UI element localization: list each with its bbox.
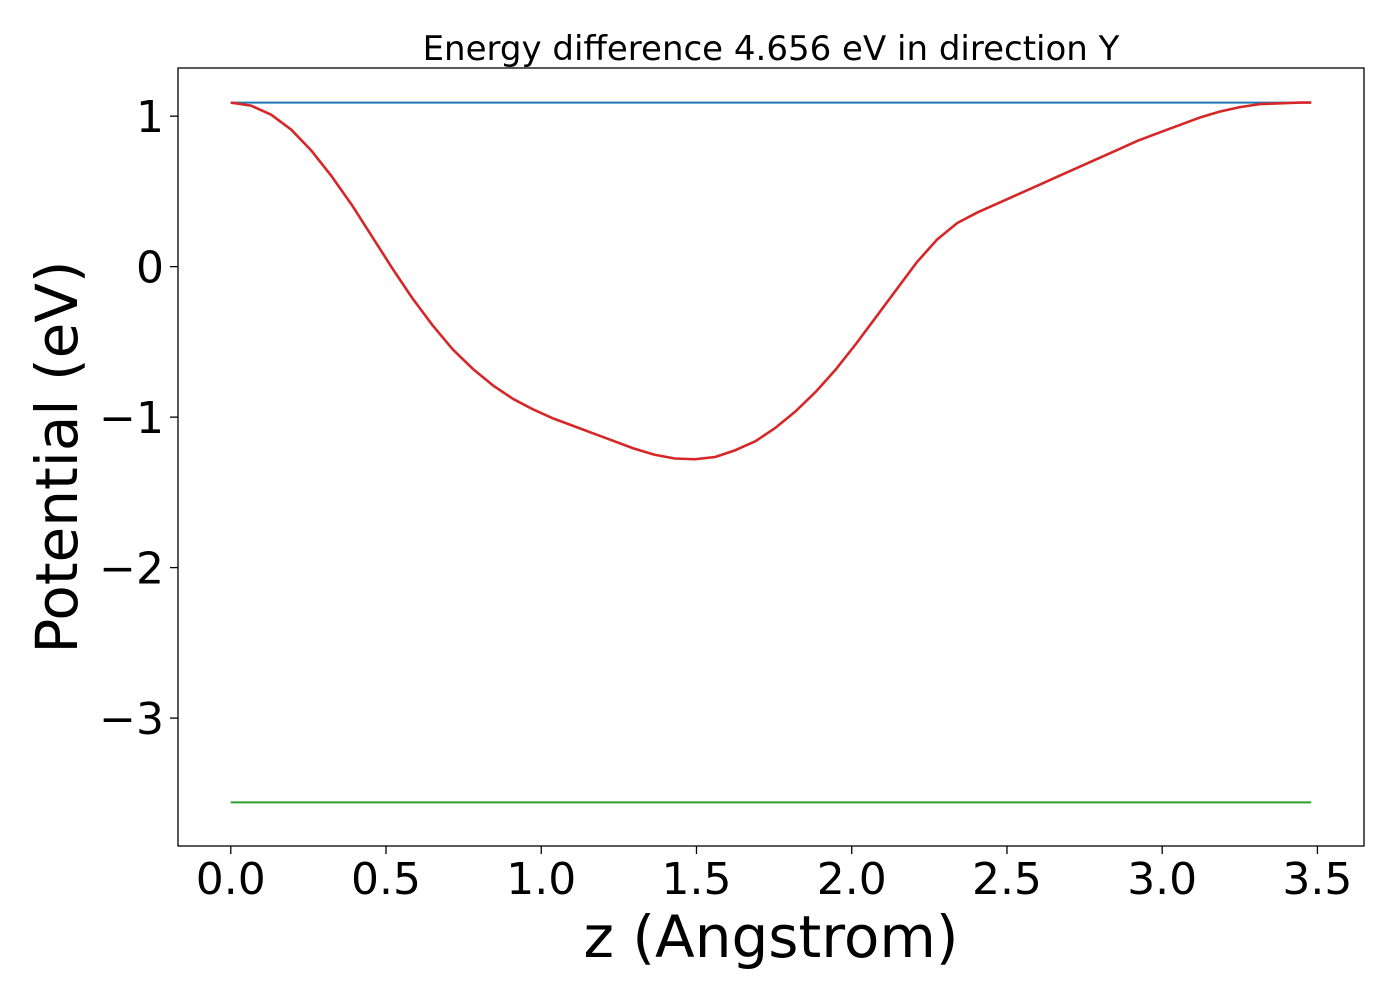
x-tick-label: 2.0 (817, 854, 887, 905)
series-layer (230, 101, 1312, 804)
y-tick-label: 1 (136, 92, 164, 143)
x-tick-label: 2.5 (972, 854, 1042, 905)
y-tick-label: −2 (99, 544, 164, 595)
x-axis-label: z (Angstrom) (584, 903, 959, 971)
y-tick-label: 0 (136, 243, 164, 294)
chart-title: Energy difference 4.656 eV in direction … (423, 29, 1120, 69)
x-tick-label: 1.5 (661, 854, 731, 905)
x-tick-label: 3.5 (1282, 854, 1352, 905)
x-tick-label: 3.0 (1127, 854, 1197, 905)
x-axis: 0.0 0.5 1.0 1.5 2.0 2.5 3.0 3.5 (196, 846, 1352, 905)
x-tick-label: 1.0 (506, 854, 576, 905)
y-axis: 1 0 −1 −2 −3 (99, 92, 178, 745)
x-tick-label: 0.5 (351, 854, 421, 905)
plot-frame (177, 67, 1365, 847)
y-tick-label: −1 (99, 393, 164, 444)
series-line-2 (230, 101, 1312, 461)
y-axis-label: Potential (eV) (23, 260, 91, 653)
x-tick-label: 0.0 (196, 854, 266, 905)
y-tick-label: −3 (99, 694, 164, 745)
